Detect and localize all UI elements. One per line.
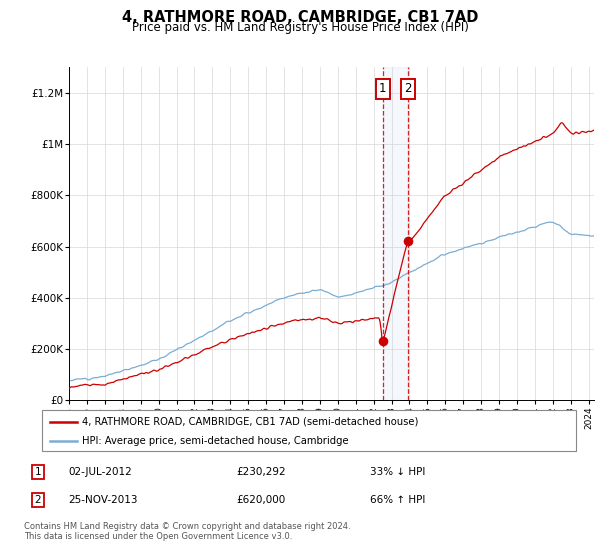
Text: £620,000: £620,000 (236, 495, 285, 505)
Text: 2: 2 (404, 82, 412, 95)
Text: 2: 2 (35, 495, 41, 505)
Text: Price paid vs. HM Land Registry's House Price Index (HPI): Price paid vs. HM Land Registry's House … (131, 21, 469, 34)
Text: 1: 1 (379, 82, 386, 95)
Text: 4, RATHMORE ROAD, CAMBRIDGE, CB1 7AD (semi-detached house): 4, RATHMORE ROAD, CAMBRIDGE, CB1 7AD (se… (82, 417, 418, 427)
Text: £230,292: £230,292 (236, 467, 286, 477)
Text: HPI: Average price, semi-detached house, Cambridge: HPI: Average price, semi-detached house,… (82, 436, 349, 446)
Text: 02-JUL-2012: 02-JUL-2012 (68, 467, 133, 477)
Point (378, 337, 388, 346)
Text: 1: 1 (35, 467, 41, 477)
Text: Contains HM Land Registry data © Crown copyright and database right 2024.
This d: Contains HM Land Registry data © Crown c… (24, 522, 350, 542)
Text: 4, RATHMORE ROAD, CAMBRIDGE, CB1 7AD: 4, RATHMORE ROAD, CAMBRIDGE, CB1 7AD (122, 10, 478, 25)
Text: 33% ↓ HPI: 33% ↓ HPI (370, 467, 425, 477)
Point (403, 237, 412, 246)
Text: 25-NOV-2013: 25-NOV-2013 (68, 495, 138, 505)
FancyBboxPatch shape (42, 410, 576, 451)
Bar (383, 67, 407, 400)
Text: 66% ↑ HPI: 66% ↑ HPI (370, 495, 425, 505)
